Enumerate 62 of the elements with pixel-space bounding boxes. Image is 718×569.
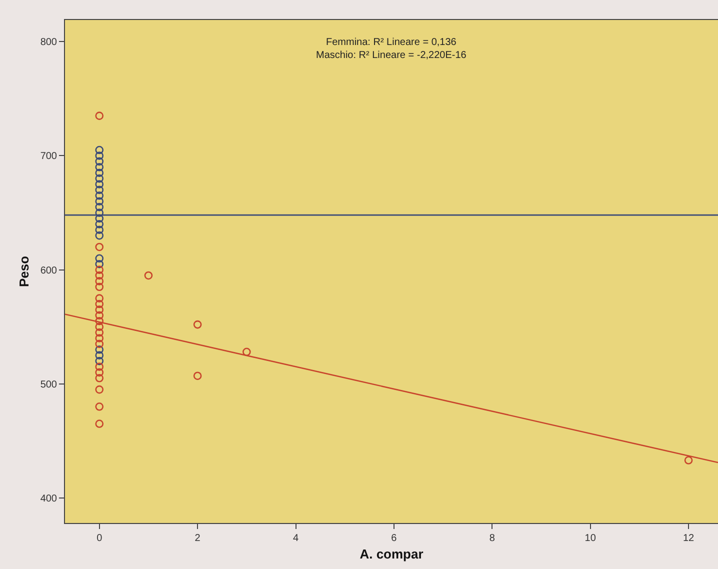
- point: [95, 277, 104, 286]
- point: [95, 266, 104, 274]
- point: [193, 372, 202, 380]
- point: [95, 202, 104, 212]
- point: [95, 231, 104, 240]
- point: [95, 197, 104, 206]
- point: [95, 334, 104, 342]
- point: [95, 220, 104, 228]
- point: [95, 242, 104, 252]
- y-tick-label: 800: [40, 37, 58, 48]
- point: [95, 186, 104, 194]
- point: [193, 320, 202, 329]
- y-axis-title: Peso: [16, 256, 32, 288]
- y-tick-label: 600: [40, 265, 58, 276]
- point: [95, 402, 104, 411]
- annotation: Femmina: R² Lineare = 0,136 Maschio: R² Lineare = -2,220E-16: [316, 37, 467, 61]
- point: [95, 362, 104, 371]
- point: [95, 385, 104, 394]
- point: [95, 208, 104, 217]
- point: [95, 356, 104, 366]
- point: [95, 351, 104, 360]
- point: [95, 226, 104, 234]
- point: [95, 345, 104, 354]
- x-tick-label: 10: [584, 533, 596, 544]
- x-tick-label: 2: [194, 533, 201, 544]
- point: [95, 420, 104, 428]
- point: [95, 282, 104, 292]
- y-tick-label: 500: [40, 379, 58, 390]
- x-tick-label: 0: [96, 533, 103, 544]
- point: [144, 271, 153, 280]
- point: [95, 368, 104, 377]
- point: [95, 146, 104, 154]
- x-tick-label: 12: [682, 533, 695, 544]
- point: [95, 168, 104, 177]
- point: [95, 322, 104, 331]
- point: [95, 340, 104, 348]
- point: [95, 162, 104, 172]
- point: [684, 456, 693, 464]
- x-axis-title: A. compar: [360, 546, 424, 562]
- point: [95, 180, 104, 188]
- point: [95, 271, 104, 280]
- point: [95, 294, 104, 302]
- y-tick-label: 700: [40, 151, 58, 162]
- x-tick-label: 6: [391, 533, 398, 544]
- point: [95, 157, 104, 166]
- point: [95, 300, 104, 308]
- x-tick-label: 8: [489, 533, 496, 544]
- point: [95, 306, 104, 314]
- y-tick-label: 400: [40, 493, 58, 504]
- point: [242, 348, 251, 356]
- point: [95, 316, 104, 326]
- x-tick-label: 4: [292, 533, 299, 544]
- point: [95, 260, 104, 268]
- point: [95, 152, 104, 160]
- point: [95, 311, 104, 320]
- point: [95, 328, 104, 337]
- point: [95, 174, 104, 183]
- point: [95, 254, 104, 263]
- point: [95, 112, 104, 120]
- point: [95, 214, 104, 223]
- point: [95, 374, 104, 382]
- point: [95, 192, 104, 200]
